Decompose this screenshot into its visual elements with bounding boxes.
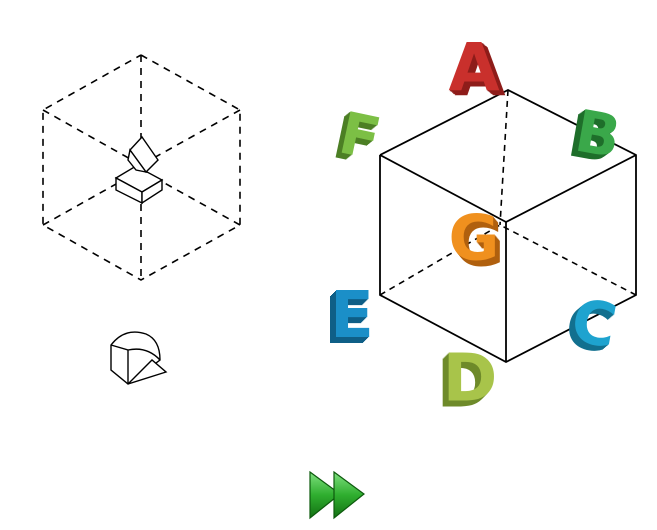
reference-cube-edge [42, 109, 142, 166]
letter-a-extrusion: A [450, 31, 501, 108]
fast-forward-icon [309, 470, 365, 520]
letter-g-extrusion: G [454, 208, 505, 281]
letter-g-extrusion: G [449, 203, 500, 276]
letter-d-extrusion: D [437, 346, 492, 423]
letter-a: A [448, 30, 499, 107]
letter-e: E [330, 279, 374, 353]
letter-d-extrusion: D [438, 345, 493, 422]
letter-g: G [449, 202, 500, 275]
letter-g-extrusion: G [450, 204, 501, 277]
letter-a-extrusion: A [452, 33, 503, 110]
letter-e-extrusion: E [325, 284, 369, 358]
main-cube-hidden-edges [379, 89, 637, 296]
main-cube-edge [379, 154, 507, 223]
next-button[interactable] [309, 470, 365, 520]
letter-d-extrusion: D [440, 343, 495, 420]
reference-cube-edge [140, 109, 241, 166]
main-cube-edge [505, 154, 637, 223]
letter-d: D [443, 340, 498, 417]
letter-e-extrusion: E [324, 285, 368, 359]
letter-g-extrusion: G [453, 207, 504, 280]
reference-object [114, 135, 164, 205]
letter-g-extrusion: G [451, 205, 502, 278]
letter-e-extrusion: E [329, 280, 373, 354]
letter-d-extrusion: D [442, 341, 497, 418]
letter-a-extrusion: A [451, 32, 502, 109]
letter-d-extrusion: D [439, 344, 494, 421]
letter-a-extrusion: A [454, 35, 505, 112]
letter-e-extrusion: E [328, 281, 372, 355]
letter-g-extrusion: G [452, 206, 503, 279]
half-cylinder-object [110, 331, 168, 385]
letter-e-extrusion: E [327, 282, 371, 356]
letter-a-extrusion: A [449, 30, 500, 107]
reference-cube-outline [42, 54, 241, 281]
letter-e-extrusion: E [326, 283, 370, 357]
letter-d-extrusion: D [441, 342, 496, 419]
letter-a-extrusion: A [453, 34, 504, 111]
